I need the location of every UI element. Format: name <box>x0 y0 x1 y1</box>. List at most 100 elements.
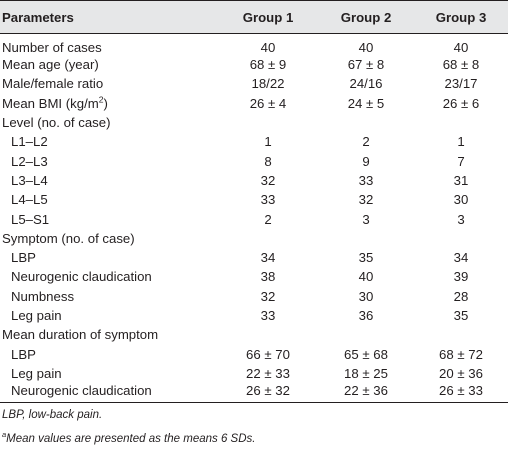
cell-group-2: 36 <box>358 308 374 323</box>
cell-group-1: 40 <box>260 40 276 55</box>
row-label: LBP <box>0 248 218 267</box>
cell-group-1: 34 <box>260 250 276 266</box>
cell-group-1: 38 <box>260 269 276 285</box>
cell-group-1: 32 <box>260 288 276 304</box>
cell-group-2: 40 <box>358 40 374 55</box>
table-row: Leg pain 22 ± 33 18 ± 25 20 ± 36 <box>0 364 508 383</box>
row-label-suffix: ) <box>103 95 108 111</box>
row-label: Neurogenic claudication <box>0 383 218 404</box>
row-label-text: Symptom (no. of case) <box>2 230 135 246</box>
header-group-1: Group 1 <box>218 0 318 34</box>
row-label-text: Male/female ratio <box>2 76 104 92</box>
row-label: Leg pain <box>0 306 218 325</box>
table-row: L2–L3 8 9 7 <box>0 151 508 170</box>
cell-group-2: 24 ± 5 <box>347 95 385 111</box>
cell-group-1: 26 ± 4 <box>249 95 287 111</box>
row-label: Numbness <box>0 287 218 306</box>
cell-group-3: 3 <box>457 211 465 227</box>
table-row: Mean age (year) 68 ± 9 67 ± 8 68 ± 8 <box>0 55 508 74</box>
cell-group-2 <box>318 229 414 248</box>
row-label-text: Leg pain <box>11 365 62 381</box>
cell-group-1: 26 ± 32 <box>218 383 318 404</box>
row-label-text: Numbness <box>11 288 75 304</box>
cell-group-1: 33 <box>260 308 276 323</box>
cell-group-1: 32 <box>260 172 276 188</box>
cell-group-3: 34 <box>453 250 469 266</box>
row-label-text: Mean BMI (kg/m <box>2 95 99 111</box>
cell-group-3: 26 ± 6 <box>442 95 480 111</box>
cell-group-3: 40 <box>453 40 469 55</box>
cell-group-3: 30 <box>453 192 469 208</box>
row-label: Mean age (year) <box>0 55 218 74</box>
table-header: Parameters Group 1 Group 2 Group 3 <box>0 0 508 34</box>
row-label-text: LBP <box>11 346 36 362</box>
cell-group-2: 2 <box>362 134 370 150</box>
table-row: L1–L2 1 2 1 <box>0 132 508 151</box>
cell-group-1 <box>218 325 318 344</box>
cell-group-1: 8 <box>264 153 272 169</box>
cell-group-2: 18 ± 25 <box>344 365 388 381</box>
cell-group-3: 26 ± 33 <box>414 383 508 404</box>
cell-group-2: 40 <box>358 269 374 285</box>
cell-group-1: 33 <box>260 192 276 208</box>
table-body: Number of cases 40 40 40 Mean age (year) 68 ±… <box>0 34 508 404</box>
row-label-text: Mean age (year) <box>2 57 99 73</box>
row-label: L1–L2 <box>0 132 218 151</box>
table-row: Numbness 32 30 28 <box>0 287 508 306</box>
header-parameters: Parameters <box>0 0 218 34</box>
row-label: L4–L5 <box>0 190 218 209</box>
row-label: L2–L3 <box>0 151 218 170</box>
table-row: Level (no. of case) <box>0 113 508 132</box>
cell-group-2 <box>318 113 414 132</box>
row-label: Number of cases <box>0 34 218 55</box>
row-label-text: L5–S1 <box>11 211 50 227</box>
row-label: Male/female ratio <box>0 74 218 93</box>
cell-group-1: 68 ± 9 <box>249 57 287 73</box>
footnotes: LBP, low-back pain. aMean values are pre… <box>2 403 255 451</box>
table-row: L4–L5 33 32 30 <box>0 190 508 209</box>
table-row: LBP 34 35 34 <box>0 248 508 267</box>
cell-group-3: 7 <box>457 153 465 169</box>
cell-group-3 <box>414 325 508 344</box>
row-label: LBP <box>0 344 218 363</box>
row-label-text: L1–L2 <box>11 134 48 150</box>
cell-group-2: 33 <box>358 172 374 188</box>
table-row: Neurogenic claudication 38 40 39 <box>0 267 508 286</box>
table-row: Mean BMI (kg/m2) 26 ± 4 24 ± 5 26 ± 6 <box>0 94 508 113</box>
row-label-text: Leg pain <box>11 308 62 323</box>
cell-group-2: 35 <box>358 250 374 266</box>
cell-group-2: 65 ± 68 <box>344 346 388 362</box>
cell-group-3: 20 ± 36 <box>439 365 483 381</box>
cell-group-3: 31 <box>453 172 469 188</box>
header-group-3: Group 3 <box>414 0 508 34</box>
row-label: L3–L4 <box>0 171 218 190</box>
row-label-text: Neurogenic claudication <box>11 383 152 399</box>
cell-group-1 <box>218 229 318 248</box>
row-label-text: LBP <box>11 250 36 266</box>
header-row: Parameters Group 1 Group 2 Group 3 <box>0 0 508 34</box>
row-label-text: Level (no. of case) <box>2 115 111 131</box>
cell-group-2: 67 ± 8 <box>347 57 385 73</box>
header-group-2: Group 2 <box>318 0 414 34</box>
table-row: LBP 66 ± 70 65 ± 68 68 ± 72 <box>0 344 508 363</box>
cell-group-3: 35 <box>453 308 469 323</box>
row-label: Mean BMI (kg/m2) <box>0 94 218 113</box>
data-table: Parameters Group 1 Group 2 Group 3 Numbe… <box>0 0 508 404</box>
cell-group-3: 39 <box>453 269 469 285</box>
cell-group-2: 32 <box>358 192 374 208</box>
cell-group-2: 3 <box>362 211 370 227</box>
cell-group-1 <box>218 113 318 132</box>
footnote-a: aMean values are presented as the means … <box>2 427 255 451</box>
row-label: Neurogenic claudication <box>0 267 218 286</box>
row-label-text: L2–L3 <box>11 153 48 169</box>
cell-group-3: 28 <box>453 288 469 304</box>
table-row: Mean duration of symptom <box>0 325 508 344</box>
table-row: Leg pain 33 36 35 <box>0 306 508 325</box>
row-label: L5–S1 <box>0 209 218 228</box>
table-row: Male/female ratio 18/22 24/16 23/17 <box>0 74 508 93</box>
cell-group-2 <box>318 325 414 344</box>
cell-group-3: 23/17 <box>444 76 478 92</box>
table-row: Symptom (no. of case) <box>0 229 508 248</box>
row-label-text: L3–L4 <box>11 172 48 188</box>
